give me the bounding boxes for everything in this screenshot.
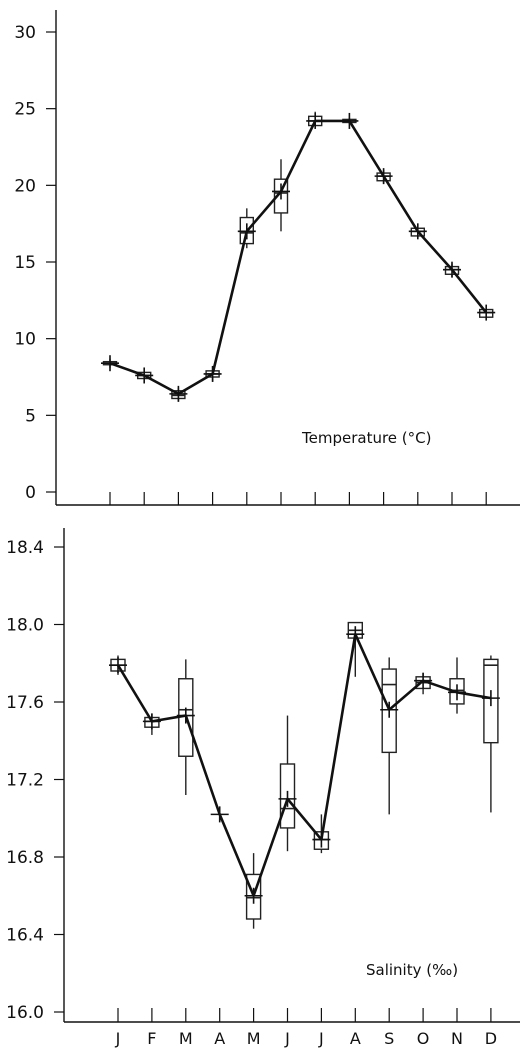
x-tick-label: A (214, 1029, 225, 1048)
y-tick-label: 20 (14, 176, 36, 196)
salinity-y-ticks: 16.0 16.4 16.8 17.2 17.6 18.0 18.4 (6, 538, 64, 1023)
box-6 (279, 715, 296, 852)
mean-marker (346, 626, 365, 643)
mean-marker (142, 713, 161, 730)
x-tick-label: M (247, 1029, 261, 1048)
mean-marker (237, 223, 256, 240)
temperature-panel: 0 5 10 15 20 25 30 Temperature (°C) (14, 10, 520, 506)
x-tick-label: N (451, 1029, 463, 1048)
temperature-mean-markers (101, 112, 496, 402)
box-12 (483, 655, 499, 813)
y-tick-label: 16.8 (6, 848, 44, 868)
x-tick-label: O (417, 1029, 430, 1048)
mean-marker (101, 355, 119, 372)
mean-marker (109, 657, 127, 674)
y-tick-label: 0 (25, 483, 36, 503)
mean-marker (272, 183, 290, 200)
mean-marker (169, 385, 188, 402)
salinity-annotation: Salinity (‰) (366, 961, 458, 979)
temperature-mean-line (109, 119, 488, 396)
y-tick-label: 17.6 (6, 693, 44, 713)
temperature-annotation: Temperature (°C) (301, 429, 431, 447)
salinity-boxes (110, 621, 499, 929)
mean-marker (210, 806, 229, 823)
y-tick-label: 16.4 (6, 926, 44, 946)
y-tick-label: 16.0 (6, 1003, 44, 1023)
mean-marker (340, 112, 359, 129)
mean-marker (408, 223, 427, 240)
y-tick-label: 10 (14, 330, 36, 350)
mean-marker (306, 112, 325, 129)
y-tick-label: 5 (25, 406, 36, 426)
mean-marker (374, 168, 393, 185)
mean-marker (380, 701, 399, 718)
temperature-x-ticks (109, 492, 487, 505)
x-tick-label: S (384, 1029, 394, 1048)
box-9 (381, 657, 397, 815)
mean-marker (176, 707, 195, 724)
y-tick-label: 18.0 (6, 616, 44, 636)
temperature-y-ticks: 0 5 10 15 20 25 30 (14, 23, 56, 503)
x-tick-label: D (485, 1029, 497, 1048)
mean-marker (477, 304, 496, 321)
salinity-mean-line (116, 632, 492, 898)
mean-marker (244, 887, 263, 904)
y-tick-label: 15 (14, 253, 36, 273)
x-tick-label: J (284, 1029, 290, 1048)
y-tick-label: 18.4 (6, 538, 44, 558)
x-tick-label: J (115, 1029, 121, 1048)
salinity-panel: 16.0 16.4 16.8 17.2 17.6 18.0 18.4 J F M A M J J A S O N… (6, 528, 520, 1048)
mean-marker (203, 365, 222, 382)
y-tick-label: 30 (14, 23, 36, 43)
mean-marker (481, 690, 500, 707)
mean-marker (448, 684, 466, 701)
salinity-mean-markers (109, 626, 500, 904)
x-tick-label: J (318, 1029, 324, 1048)
mean-marker (312, 831, 331, 848)
mean-marker (414, 672, 433, 689)
x-tick-label: M (179, 1029, 193, 1048)
mean-marker (135, 367, 154, 384)
x-tick-label: A (350, 1029, 361, 1048)
mean-marker (443, 261, 461, 278)
y-tick-label: 25 (14, 100, 36, 120)
y-tick-label: 17.2 (6, 771, 44, 791)
mean-marker (278, 790, 297, 807)
x-tick-label: F (147, 1029, 156, 1048)
